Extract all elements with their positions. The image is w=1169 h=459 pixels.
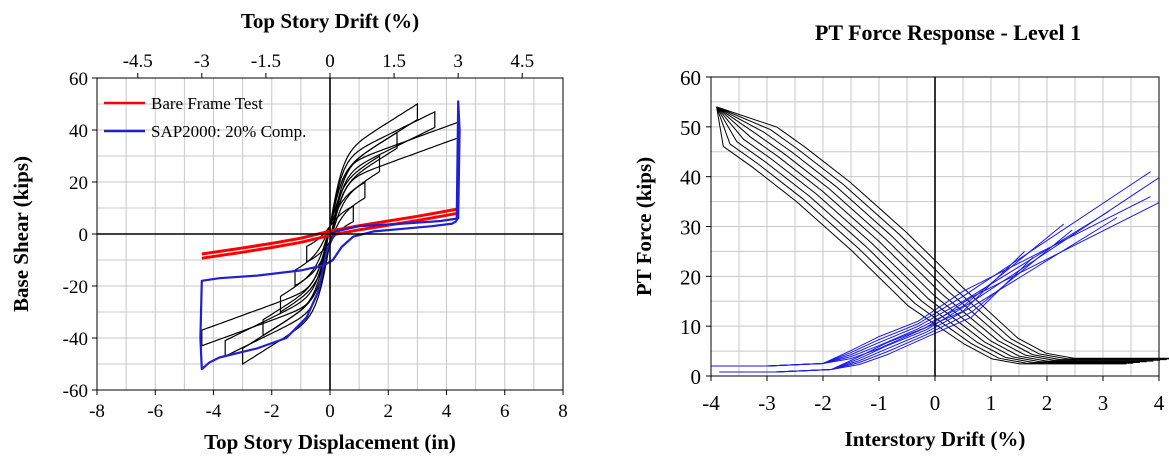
y-tick-label: -60 xyxy=(63,381,88,402)
x-tick-label: 3 xyxy=(1098,391,1109,415)
x-axis-label: Interstory Drift (%) xyxy=(845,427,1026,451)
y-tick-label: 0 xyxy=(691,365,702,389)
pt-force-negative-curve xyxy=(716,106,1147,363)
pt-force-chart: PT Force Response - Level 1 -4 -3 -2 -1 0 1 2 3… xyxy=(632,20,1169,451)
right-series xyxy=(711,106,1169,373)
x-tick-label: -2 xyxy=(264,401,280,422)
y-tick-label: 40 xyxy=(69,121,88,142)
y-tick-label: -20 xyxy=(63,277,88,298)
pt-force-negative-curve xyxy=(716,106,1161,361)
y-tick-label: 50 xyxy=(680,116,701,140)
top-tick-label: 4.5 xyxy=(510,51,534,72)
legend: Bare Frame Test SAP2000: 20% Comp. xyxy=(104,94,306,141)
x-tick-label: -2 xyxy=(814,391,832,415)
top-tick-label: 1.5 xyxy=(382,51,406,72)
y-tick-label: 30 xyxy=(680,216,701,240)
x-tick-label: -4 xyxy=(206,401,222,422)
x-tick-label: 8 xyxy=(558,401,568,422)
x-tick-label: -4 xyxy=(702,391,720,415)
chart-title: PT Force Response - Level 1 xyxy=(815,20,1081,45)
pt-force-positive-curve xyxy=(719,217,1118,373)
x-tick-label: 1 xyxy=(986,391,997,415)
x-tick-label: 0 xyxy=(325,401,335,422)
top-tick-label: -1.5 xyxy=(251,51,281,72)
pt-force-positive-curve xyxy=(711,171,1151,367)
x-tick-label: -3 xyxy=(758,391,776,415)
x-tick-label: 2 xyxy=(1042,391,1053,415)
y-tick-label: 20 xyxy=(680,265,701,289)
top-tick-label: -3 xyxy=(194,51,210,72)
x-tick-label: 4 xyxy=(1154,391,1165,415)
x-tick-label: -1 xyxy=(870,391,888,415)
hysteresis-loop-3 xyxy=(279,154,381,314)
y-axis-label: Base Shear (kips) xyxy=(9,156,33,312)
y-tick-label: 10 xyxy=(680,315,701,339)
legend-label-sap2000: SAP2000: 20% Comp. xyxy=(151,122,306,141)
pt-force-positive-curve xyxy=(711,211,1109,367)
y-tick-label: 60 xyxy=(680,66,701,90)
y-tick-label: 0 xyxy=(79,225,89,246)
y-axis-label: PT Force (kips) xyxy=(632,157,656,296)
y-tick-label: 40 xyxy=(680,166,701,190)
x-tick-label: 6 xyxy=(500,401,510,422)
sap2000-envelope-line xyxy=(199,100,461,371)
top-tick-label: -4.5 xyxy=(123,51,153,72)
y-tick-label: 20 xyxy=(69,173,88,194)
x-tick-label: -6 xyxy=(147,401,163,422)
hysteresis-loop-6 xyxy=(224,110,436,358)
y-tick-label: 60 xyxy=(69,69,88,90)
pt-force-negative-curve xyxy=(716,106,1169,359)
top-axis-label: Top Story Drift (%) xyxy=(241,9,419,33)
x-tick-label: 0 xyxy=(930,391,941,415)
x-tick-label: -8 xyxy=(89,401,105,422)
top-tick-label: 0 xyxy=(325,51,335,72)
pt-force-negative-curve xyxy=(716,106,1134,364)
pt-force-negative-curve xyxy=(716,106,1169,360)
pt-force-positive-curve xyxy=(719,202,1160,373)
hysteresis-loop-5 xyxy=(242,102,418,366)
legend-label-bare-frame: Bare Frame Test xyxy=(151,94,263,113)
pt-force-positive-curve xyxy=(711,196,1151,367)
hysteresis-loop-2 xyxy=(294,181,366,287)
x-axis-label: Top Story Displacement (in) xyxy=(204,430,456,454)
pt-force-negative-curve xyxy=(716,106,1167,361)
y-tick-label: -40 xyxy=(63,329,88,350)
x-tick-label: 4 xyxy=(442,401,452,422)
pt-force-negative-curve xyxy=(716,106,1154,362)
pt-force-positive-curve xyxy=(719,177,1160,373)
pt-force-negative-curve xyxy=(716,106,1127,365)
x-tick-label: 2 xyxy=(384,401,394,422)
pt-force-negative-curve xyxy=(716,106,1140,363)
top-tick-label: 3 xyxy=(453,51,463,72)
